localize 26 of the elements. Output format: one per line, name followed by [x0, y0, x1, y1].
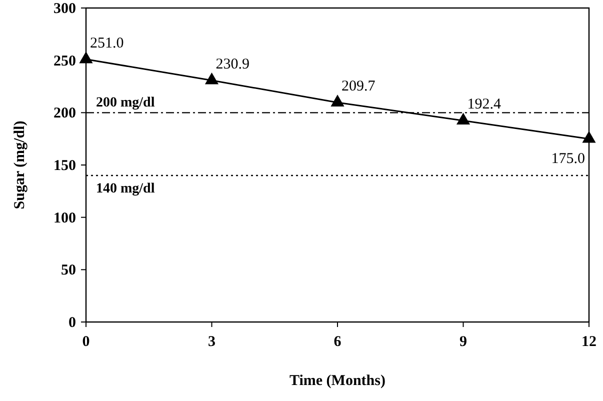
ref-line-label: 140 mg/dl [96, 181, 155, 196]
y-axis-title: Sugar (mg/dl) [12, 120, 28, 210]
data-label: 175.0 [551, 150, 585, 167]
x-tick-label: 0 [82, 334, 90, 350]
point [456, 112, 470, 125]
y-tick-label: 150 [54, 158, 76, 174]
x-tick-label: 9 [460, 334, 467, 350]
x-tick-label: 12 [582, 334, 596, 350]
data-label: 230.9 [216, 56, 250, 72]
x-tick-label: 3 [208, 334, 216, 350]
point [330, 94, 344, 106]
y-tick-label: 100 [54, 210, 76, 226]
y-tick-label: 300 [54, 1, 76, 17]
point [79, 51, 93, 64]
data-label: 251.0 [90, 35, 124, 52]
point [204, 72, 219, 84]
ref-line-label: 200 mg/dl [96, 96, 155, 111]
x-tick-label: 6 [334, 334, 342, 350]
y-tick-label: 50 [61, 262, 76, 279]
y-tick-label: 250 [54, 53, 76, 70]
data-label: 209.7 [342, 78, 376, 95]
x-axis-title: Time (Months) [290, 373, 386, 389]
point [582, 130, 596, 143]
y-tick-label: 0 [68, 315, 76, 331]
data-label: 192.4 [467, 96, 502, 113]
y-tick-label: 200 [54, 106, 76, 122]
